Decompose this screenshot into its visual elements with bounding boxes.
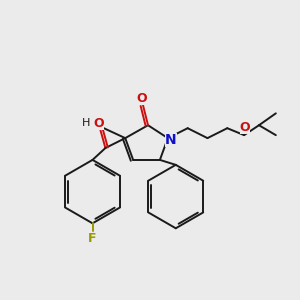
Text: N: N: [165, 133, 177, 147]
Text: H: H: [81, 118, 90, 128]
Text: O: O: [240, 121, 250, 134]
Text: O: O: [93, 117, 104, 130]
Text: F: F: [88, 232, 97, 245]
Text: O: O: [137, 92, 147, 105]
Text: O: O: [93, 117, 104, 130]
